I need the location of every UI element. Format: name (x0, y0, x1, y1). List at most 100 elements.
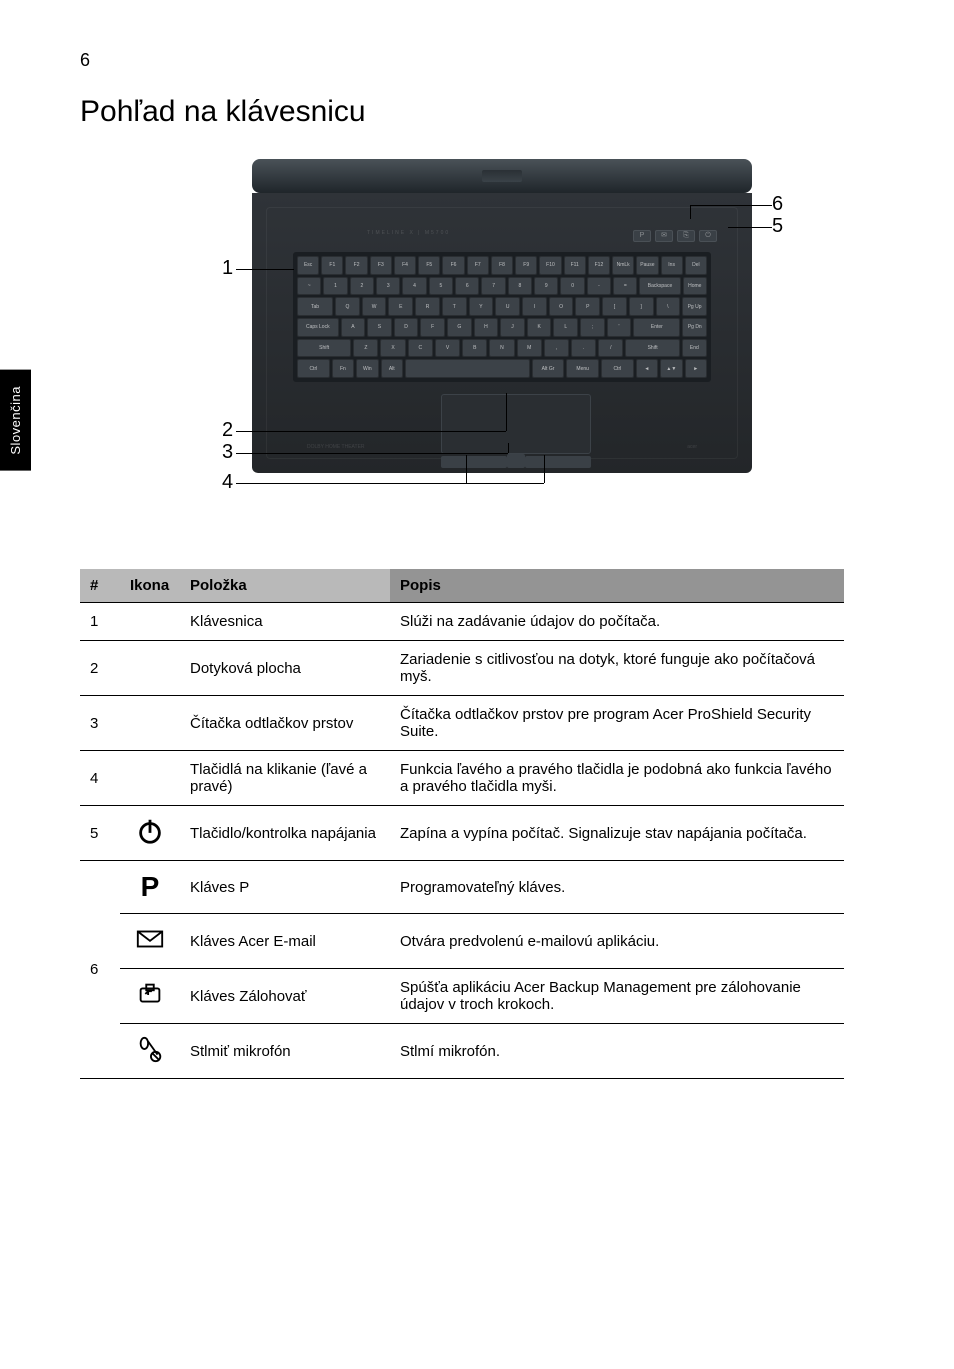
p-key-icon: P (141, 871, 160, 902)
key: Ins (661, 256, 683, 275)
key: 1 (323, 277, 347, 296)
row-item: Kláves Acer E-mail (180, 914, 390, 969)
mail-quick-button: ✉ (655, 230, 673, 242)
key: Home (683, 277, 707, 296)
key: F12 (588, 256, 610, 275)
row-description: Spúšťa aplikáciu Acer Backup Management … (390, 969, 844, 1024)
key (405, 359, 530, 378)
row-icon (120, 969, 180, 1024)
key: S (367, 318, 392, 337)
key: 3 (376, 277, 400, 296)
key: 4 (402, 277, 426, 296)
row-number: 6 (80, 861, 120, 1079)
row-icon (120, 696, 180, 751)
table-row: 6PKláves PProgramovateľný kláves. (80, 861, 844, 914)
table-row: 2 Dotyková plochaZariadenie s citlivosťou… (80, 641, 844, 696)
row-number: 3 (80, 696, 120, 751)
key: F4 (394, 256, 416, 275)
key: F (420, 318, 445, 337)
key: D (394, 318, 419, 337)
laptop-hinge (252, 159, 752, 193)
row-icon (120, 1024, 180, 1079)
key: / (598, 339, 623, 358)
row-item: Klávesnica (180, 603, 390, 641)
key: . (571, 339, 596, 358)
key: G (447, 318, 472, 337)
key: C (408, 339, 433, 358)
table-row: Kláves ZálohovaťSpúšťa aplikáciu Acer Ba… (80, 969, 844, 1024)
row-icon (120, 751, 180, 806)
page-content: 6 Pohľad na klávesnicu TIMELINE X | M570… (0, 0, 954, 1139)
key: ~ (297, 277, 321, 296)
key: 0 (560, 277, 584, 296)
callout-5: 5 (772, 215, 783, 238)
key: Esc (297, 256, 319, 275)
row-item: Stlmiť mikrofón (180, 1024, 390, 1079)
row-description: Otvára predvolenú e-mailovú aplikáciu. (390, 914, 844, 969)
page-number: 6 (80, 50, 844, 71)
key: ] (629, 297, 654, 316)
mic-mute-icon (135, 1034, 165, 1064)
key: J (500, 318, 525, 337)
key: F1 (321, 256, 343, 275)
table-row: 3Čítačka odtlačkov prstovČítačka odtlačk… (80, 696, 844, 751)
p-quick-button: P (633, 230, 651, 242)
callout-6: 6 (772, 193, 783, 216)
key: - (587, 277, 611, 296)
status-left: DOLBY HOME THEATER (307, 444, 365, 450)
mail-icon (135, 924, 165, 954)
key: R (415, 297, 440, 316)
key: Q (335, 297, 360, 316)
col-popis: Popis (390, 569, 844, 603)
key: Fn (332, 359, 354, 378)
row-description: Čítačka odtlačkov prstov pre program Ace… (390, 696, 844, 751)
key: NmLk (612, 256, 634, 275)
col-ikona: Ikona (120, 569, 180, 603)
row-icon (120, 641, 180, 696)
col-num: # (80, 569, 120, 603)
key: 6 (455, 277, 479, 296)
key: ' (607, 318, 632, 337)
status-right: acer (687, 444, 697, 450)
key: I (522, 297, 547, 316)
row-item: Tlačidlo/kontrolka napájania (180, 806, 390, 861)
key: ▲▼ (660, 359, 682, 378)
key: Win (356, 359, 378, 378)
key: F2 (345, 256, 367, 275)
key: Shift (625, 339, 679, 358)
row-description: Zapína a vypína počítač. Signalizuje sta… (390, 806, 844, 861)
key: Pg Up (682, 297, 707, 316)
row-description: Slúži na zadávanie údajov do počítača. (390, 603, 844, 641)
callout-3: 3 (222, 441, 233, 464)
click-buttons (441, 456, 591, 468)
key: L (553, 318, 578, 337)
key: Ctrl (601, 359, 634, 378)
row-number: 2 (80, 641, 120, 696)
row-item: Kláves Zálohovať (180, 969, 390, 1024)
key: [ (602, 297, 627, 316)
left-click-button (441, 456, 507, 468)
key: ► (685, 359, 707, 378)
row-icon: P (120, 861, 180, 914)
key: U (495, 297, 520, 316)
key: 7 (481, 277, 505, 296)
key: F8 (491, 256, 513, 275)
spec-table: # Ikona Položka Popis 1KlávesnicaSlúži n… (80, 569, 844, 1079)
key: F10 (539, 256, 561, 275)
callout-1: 1 (222, 257, 233, 280)
row-description: Funkcia ľavého a pravého tlačidla je pod… (390, 751, 844, 806)
key: Backspace (639, 277, 680, 296)
key: F11 (564, 256, 586, 275)
row-item: Dotyková plocha (180, 641, 390, 696)
key: A (341, 318, 366, 337)
key: Alt (381, 359, 403, 378)
power-icon (135, 816, 165, 846)
row-item: Tlačidlá na klikanie (ľavé a pravé) (180, 751, 390, 806)
key: Tab (297, 297, 333, 316)
row-description: Stlmí mikrofón. (390, 1024, 844, 1079)
key: H (474, 318, 499, 337)
row-description: Zariadenie s citlivosťou na dotyk, ktoré… (390, 641, 844, 696)
key: E (388, 297, 413, 316)
row-number: 4 (80, 751, 120, 806)
key: F5 (418, 256, 440, 275)
